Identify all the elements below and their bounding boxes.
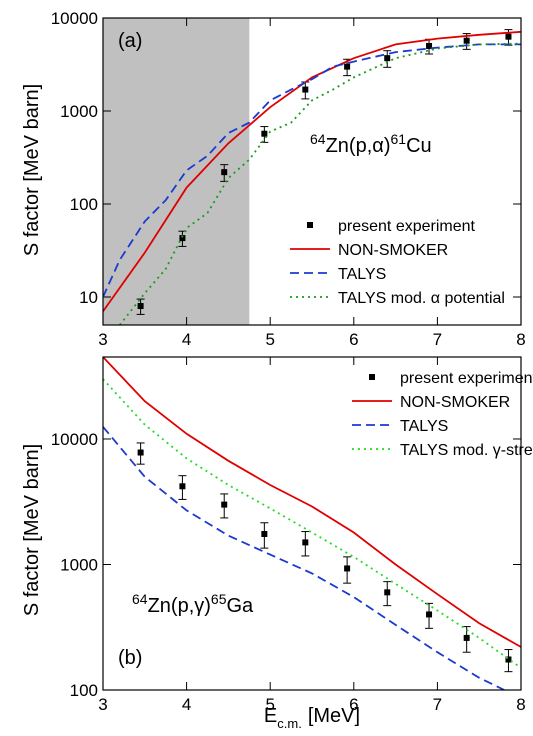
reaction-label: 64Zn(p,γ)65Ga — [132, 591, 254, 617]
reaction-part: 65 — [211, 591, 227, 607]
data-point — [179, 483, 186, 490]
plot-frame — [102, 17, 522, 326]
reaction-part: Zn(p,α) — [326, 135, 391, 157]
data-point — [426, 42, 433, 49]
x-axis-title: Ec.m. [MeV] — [264, 705, 360, 731]
legend-marker — [369, 374, 375, 380]
x-tick-label: 5 — [265, 330, 274, 349]
data-point — [384, 589, 391, 596]
data-point — [261, 130, 268, 137]
y-axis-title: S factor [MeV barn] — [21, 444, 43, 616]
data-point — [463, 634, 470, 641]
series-line — [118, 42, 521, 325]
x-tick-label: 5 — [265, 695, 274, 714]
legend-label: TALYS mod. α potential — [338, 290, 505, 307]
reaction-part: 64 — [310, 131, 326, 147]
reaction-part: Ga — [227, 595, 255, 617]
data-point — [221, 169, 228, 176]
reaction-part: 61 — [390, 131, 406, 147]
x-label-part: c.m. — [277, 716, 302, 731]
data-point — [261, 530, 268, 537]
legend-label: present experiment — [400, 370, 533, 387]
y-tick-label: 1000 — [60, 102, 98, 121]
data-point — [463, 37, 470, 44]
panel-label: (a) — [118, 30, 142, 52]
x-label-part: [MeV] — [308, 705, 360, 727]
panel-label: (b) — [118, 647, 142, 669]
data-point — [344, 63, 351, 70]
reaction-label: 64Zn(p,α)61Cu — [310, 131, 432, 157]
series-line — [103, 43, 521, 298]
legend-label: TALYS — [400, 418, 448, 435]
y-tick-label: 10 — [79, 288, 98, 307]
reaction-part: Cu — [406, 135, 432, 157]
data-point — [344, 565, 351, 572]
y-tick-label: 100 — [70, 195, 98, 214]
legend-label: NON-SMOKER — [400, 394, 510, 411]
legend-label: present experiment — [338, 218, 476, 235]
data-point — [426, 611, 433, 618]
data-point — [302, 539, 309, 546]
y-tick-label: 10000 — [51, 430, 98, 449]
series-line — [103, 357, 521, 648]
x-tick-label: 7 — [433, 695, 442, 714]
data-point — [505, 33, 512, 40]
y-tick-label: 10000 — [51, 9, 98, 28]
y-axis-title: S factor [MeV barn] — [21, 84, 43, 256]
x-tick-label: 8 — [516, 330, 525, 349]
data-point — [302, 86, 309, 93]
legend-label: TALYS — [338, 266, 386, 283]
series-line — [103, 426, 505, 690]
plot-area — [103, 29, 521, 325]
x-tick-label: 6 — [349, 695, 358, 714]
x-tick-label: 7 — [433, 330, 442, 349]
data-point — [179, 235, 186, 242]
y-tick-label: 1000 — [60, 555, 98, 574]
reaction-part: Zn(p,γ) — [148, 595, 211, 617]
legend-marker — [307, 222, 313, 228]
x-label-part: E — [264, 705, 277, 727]
data-point — [137, 449, 144, 456]
x-tick-label: 4 — [182, 330, 191, 349]
shaded-region — [103, 18, 250, 325]
x-tick-label: 6 — [349, 330, 358, 349]
x-tick-label: 3 — [98, 695, 107, 714]
x-tick-label: 4 — [182, 695, 191, 714]
x-tick-label: 8 — [516, 695, 525, 714]
y-tick-label: 100 — [70, 681, 98, 700]
plot-frame — [102, 356, 522, 691]
series-line — [103, 378, 521, 669]
legend-label: TALYS mod. γ-strength — [400, 442, 533, 459]
reaction-part: 64 — [132, 591, 148, 607]
plot-area — [103, 357, 521, 690]
data-point — [137, 303, 144, 310]
x-tick-label: 3 — [98, 330, 107, 349]
legend-label: NON-SMOKER — [338, 242, 448, 259]
data-point — [384, 55, 391, 62]
series-line — [103, 30, 521, 312]
data-point — [505, 656, 512, 663]
data-point — [221, 501, 228, 508]
